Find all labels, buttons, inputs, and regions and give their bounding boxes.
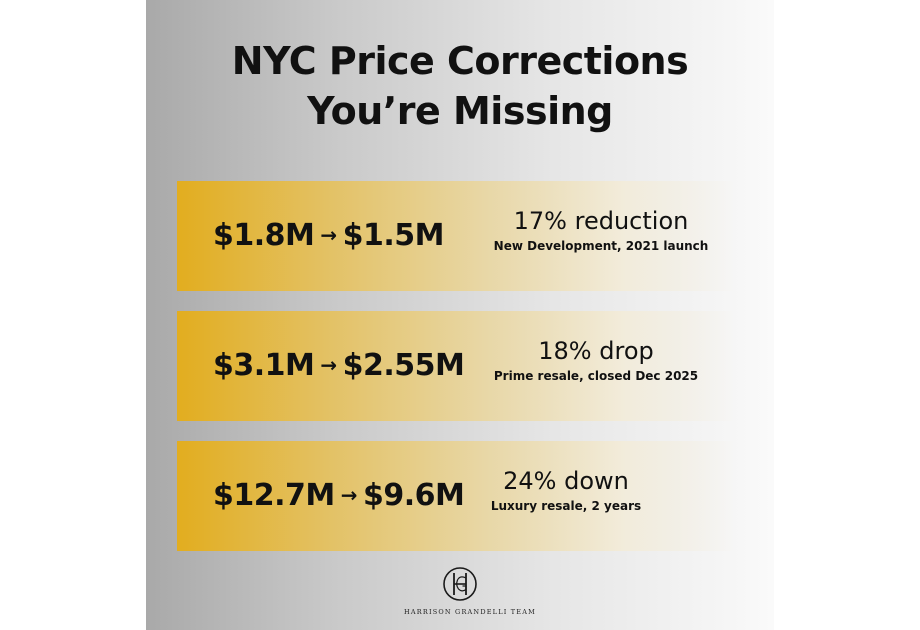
property-detail: Luxury resale, 2 years: [490, 499, 642, 513]
title-line-1: NYC Price Corrections: [231, 39, 689, 83]
brand-logo: HARRISON GRANDELLI TEAM: [404, 566, 536, 616]
arrow-right-icon: →: [320, 223, 337, 247]
new-price: $1.5M: [342, 218, 445, 253]
graphic-canvas: NYC Price Corrections You’re Missing $1.…: [146, 0, 774, 630]
property-detail: Prime resale, closed Dec 2025: [493, 369, 699, 383]
price-change: $12.7M → $9.6M: [213, 441, 465, 551]
reduction-headline: 17% reduction: [513, 207, 689, 235]
page-title: NYC Price Corrections You’re Missing: [146, 36, 774, 136]
reduction-headline: 18% drop: [538, 337, 654, 365]
price-change: $3.1M → $2.55M: [213, 311, 465, 421]
reduction-headline: 24% down: [503, 467, 629, 495]
price-card-1: $1.8M → $1.5M 17% reduction New Developmen…: [177, 181, 737, 291]
new-price: $2.55M: [342, 348, 465, 383]
price-change: $1.8M → $1.5M: [213, 181, 445, 291]
title-line-2: You’re Missing: [307, 89, 613, 133]
arrow-right-icon: →: [320, 353, 337, 377]
brand-name: HARRISON GRANDELLI TEAM: [404, 608, 536, 616]
price-card-2: $3.1M → $2.55M 18% drop Prime resale, clos…: [177, 311, 737, 421]
original-price: $1.8M: [213, 218, 315, 253]
hg-monogram-icon: [443, 567, 477, 601]
original-price: $3.1M: [213, 348, 315, 383]
price-card-3: $12.7M → $9.6M 24% down Luxury resale, 2 y…: [177, 441, 737, 551]
new-price: $9.6M: [363, 478, 465, 513]
original-price: $12.7M: [213, 478, 335, 513]
property-detail: New Development, 2021 launch: [493, 239, 709, 253]
arrow-right-icon: →: [340, 483, 358, 507]
price-info: 24% down Luxury resale, 2 years: [446, 465, 686, 515]
price-info: 18% drop Prime resale, closed Dec 2025: [476, 335, 716, 385]
price-info: 17% reduction New Development, 2021 laun…: [481, 205, 721, 255]
